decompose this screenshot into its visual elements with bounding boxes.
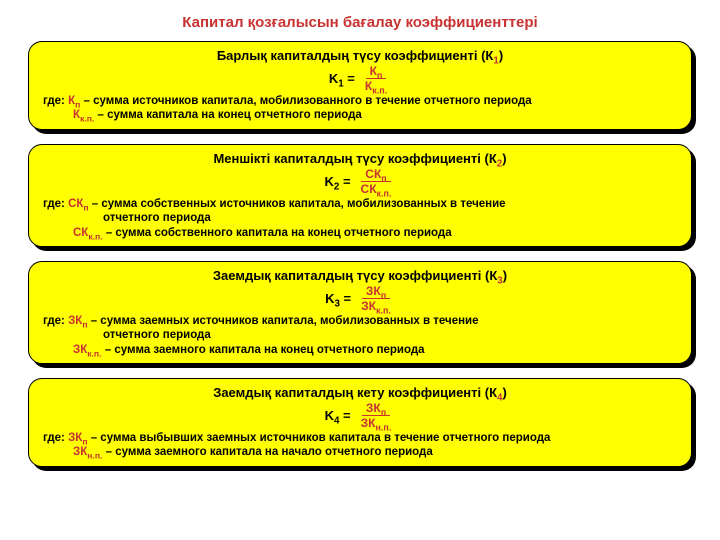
page: Капитал қозғалысын бағалау коэффициентте… — [0, 0, 720, 540]
formula: K3 = ЗКп ЗКк.п. — [43, 285, 677, 312]
formula-label: K1 = — [329, 71, 355, 86]
fraction: Кп Кк.п. — [361, 65, 391, 92]
formula: K1 = Кп Кк.п. — [43, 65, 677, 92]
card-body: Заемдық капиталдың кету коэффициенті (К4… — [28, 378, 692, 467]
card-heading: Заемдық капиталдың түсу коэффициенті (К3… — [43, 268, 677, 283]
card-heading: Заемдық капиталдың кету коэффициенті (К4… — [43, 385, 677, 400]
card-k1: Барлық капиталдың түсу коэффициенті (К1)… — [28, 41, 692, 130]
description: где: ЗКп – сумма выбывших заемных источн… — [43, 431, 677, 460]
card-heading: Меншікті капиталдың түсу коэффициенті (К… — [43, 151, 677, 166]
description: где: Кп – сумма источников капитала, моб… — [43, 94, 677, 123]
numerator: Кп — [366, 65, 387, 79]
description: где: СКп – сумма собственных источников … — [43, 197, 677, 240]
description: где: ЗКп – сумма заемных источников капи… — [43, 314, 677, 357]
heading-post: ) — [499, 48, 503, 63]
heading-pre: Барлық капиталдың түсу коэффициенті (К — [217, 48, 494, 63]
formula: K4 = ЗКп ЗКн.п. — [43, 402, 677, 429]
card-body: Меншікті капиталдың түсу коэффициенті (К… — [28, 144, 692, 247]
card-heading: Барлық капиталдың түсу коэффициенті (К1) — [43, 48, 677, 63]
card-body: Барлық капиталдың түсу коэффициенті (К1)… — [28, 41, 692, 130]
card-k4: Заемдық капиталдың кету коэффициенті (К4… — [28, 378, 692, 467]
card-k3: Заемдық капиталдың түсу коэффициенті (К3… — [28, 261, 692, 364]
page-title: Капитал қозғалысын бағалау коэффициентте… — [28, 14, 692, 31]
denominator: Кк.п. — [361, 79, 391, 92]
card-k2: Меншікті капиталдың түсу коэффициенті (К… — [28, 144, 692, 247]
formula: K2 = СКп СКк.п. — [43, 168, 677, 195]
card-body: Заемдық капиталдың түсу коэффициенті (К3… — [28, 261, 692, 364]
